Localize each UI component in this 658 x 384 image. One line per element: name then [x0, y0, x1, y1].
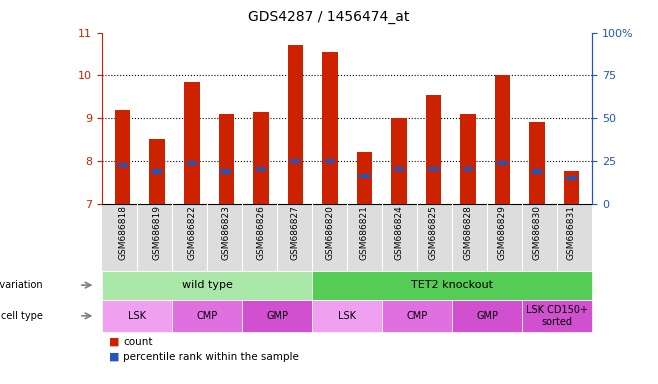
Bar: [391, 118, 407, 204]
Bar: [460, 114, 476, 204]
Bar: [288, 45, 303, 204]
Text: percentile rank within the sample: percentile rank within the sample: [123, 352, 299, 362]
Text: LSK CD150+
sorted: LSK CD150+ sorted: [526, 305, 588, 327]
Text: LSK: LSK: [128, 311, 146, 321]
Bar: [532, 169, 542, 174]
Text: ■: ■: [109, 352, 119, 362]
Bar: [118, 163, 128, 167]
Text: CMP: CMP: [196, 311, 218, 321]
Bar: [495, 75, 510, 204]
Bar: [426, 94, 441, 204]
Bar: [529, 122, 545, 204]
Bar: [564, 172, 579, 204]
Bar: [290, 159, 301, 163]
Bar: [497, 161, 507, 165]
Bar: [463, 167, 473, 172]
Bar: [567, 176, 576, 180]
Bar: [255, 167, 266, 172]
Bar: [393, 167, 404, 172]
Bar: [253, 112, 268, 204]
Text: count: count: [123, 337, 153, 347]
Bar: [322, 52, 338, 204]
Text: CMP: CMP: [407, 311, 428, 321]
Text: cell type: cell type: [1, 311, 43, 321]
Text: LSK: LSK: [338, 311, 356, 321]
Bar: [184, 82, 199, 204]
Bar: [359, 174, 370, 178]
Text: TET2 knockout: TET2 knockout: [411, 280, 493, 290]
Text: genotype/variation: genotype/variation: [0, 280, 43, 290]
Bar: [187, 161, 197, 165]
Bar: [428, 167, 439, 172]
Bar: [324, 159, 335, 163]
Text: ■: ■: [109, 337, 119, 347]
Bar: [221, 169, 232, 174]
Text: wild type: wild type: [182, 280, 232, 290]
Bar: [152, 169, 163, 174]
Bar: [218, 114, 234, 204]
Text: GMP: GMP: [476, 311, 498, 321]
Bar: [149, 139, 165, 204]
Bar: [357, 152, 372, 204]
Text: GMP: GMP: [266, 311, 288, 321]
Text: GDS4287 / 1456474_at: GDS4287 / 1456474_at: [248, 10, 410, 23]
Bar: [115, 109, 130, 204]
